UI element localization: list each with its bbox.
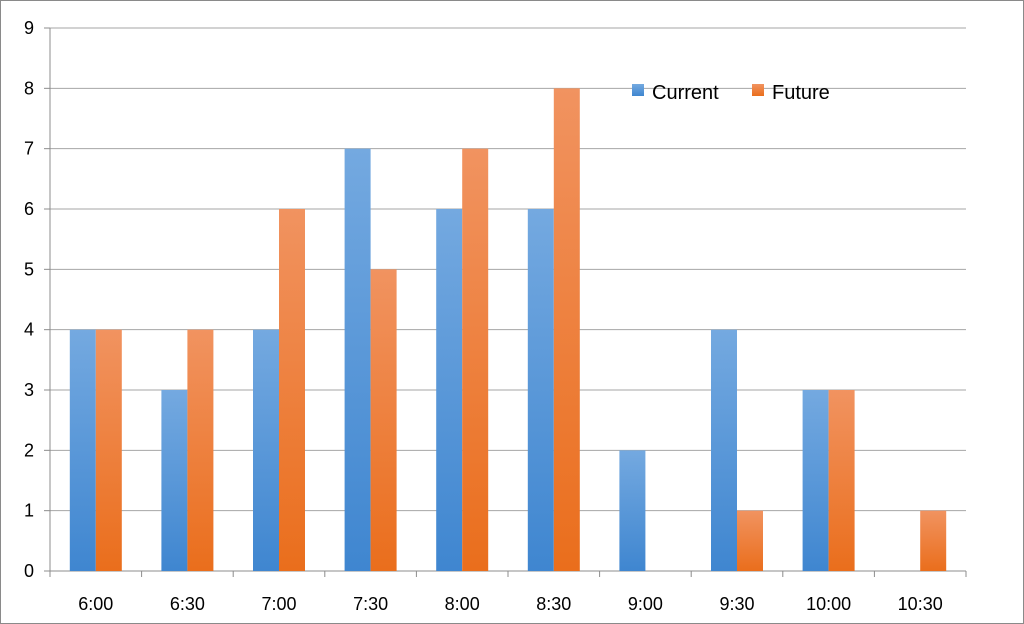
x-tick-labels: 6:00 6:30 7:00 7:30 8:00 8:30 9:00 9:30 10:00 10:…	[78, 594, 942, 614]
bar-future-8:00	[462, 148, 489, 571]
bar-current-8:00	[436, 209, 463, 571]
bar-future-6:30	[187, 329, 214, 571]
bars	[69, 88, 947, 571]
legend: Current Future	[632, 82, 830, 104]
bar-current-8:30	[527, 209, 554, 571]
y-tick-label: 8	[24, 78, 34, 98]
y-tick-label: 4	[24, 320, 34, 340]
legend-label-current: Current	[652, 82, 719, 104]
bar-future-9:30	[737, 510, 763, 571]
bar-future-7:30	[370, 269, 397, 571]
x-tick-label: 6:30	[170, 594, 205, 614]
y-tick-label: 7	[24, 139, 34, 159]
bar-current-7:00	[253, 329, 279, 571]
y-tick-label: 1	[24, 501, 34, 521]
legend-label-future: Future	[772, 82, 830, 104]
y-tick-label: 0	[24, 561, 34, 581]
bar-future-7:00	[279, 209, 305, 571]
x-tick-label: 7:30	[353, 594, 388, 614]
x-tick-label: 6:00	[78, 594, 113, 614]
bar-future-10:30	[920, 510, 947, 571]
x-tick-label: 9:30	[719, 594, 754, 614]
y-tick-label: 9	[24, 18, 34, 38]
x-tick-label: 8:00	[445, 594, 480, 614]
bar-current-7:30	[344, 148, 371, 571]
bar-current-9:30	[711, 329, 737, 571]
bar-future-6:00	[95, 329, 122, 571]
bar-future-8:30	[553, 88, 580, 571]
x-tick-label: 9:00	[628, 594, 663, 614]
legend-swatch-current	[632, 84, 644, 96]
y-tick-label: 2	[24, 440, 34, 460]
x-tick-label: 10:30	[898, 594, 943, 614]
bar-future-10:00	[828, 390, 855, 571]
legend-swatch-future	[752, 84, 764, 96]
x-tick-label: 10:00	[806, 594, 851, 614]
bar-current-9:00	[619, 450, 646, 571]
x-tick-label: 7:00	[261, 594, 296, 614]
bar-current-6:00	[69, 329, 96, 571]
bar-current-10:00	[802, 390, 829, 571]
y-tick-label: 3	[24, 380, 34, 400]
y-tick-labels: 0 1 2 3 4 5 6 7 8 9	[24, 18, 34, 581]
bar-current-6:30	[161, 390, 188, 571]
y-tick-label: 5	[24, 259, 34, 279]
x-tick-label: 8:30	[536, 594, 571, 614]
y-tick-label: 6	[24, 199, 34, 219]
